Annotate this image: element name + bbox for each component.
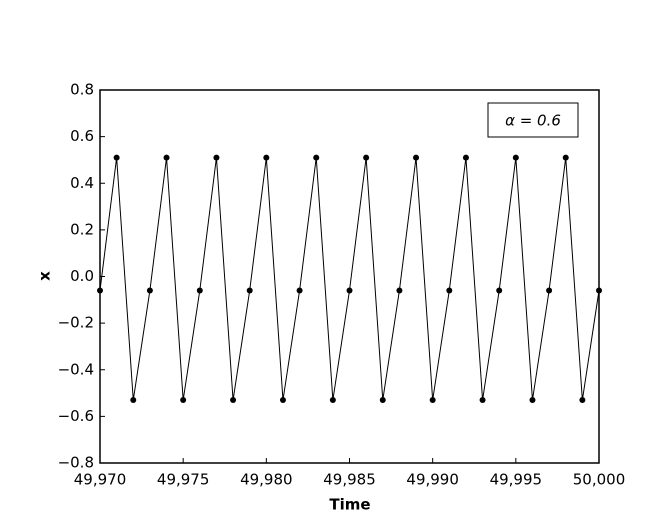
point: [213, 154, 220, 161]
point: [263, 154, 270, 161]
point: [196, 287, 203, 294]
y-tick-label: −0.4: [58, 360, 94, 378]
point: [163, 154, 170, 161]
x-axis-label: Time: [329, 496, 370, 514]
point: [512, 154, 519, 161]
point: [479, 397, 486, 404]
point: [279, 397, 286, 404]
x-tick-label: 49,970: [74, 471, 127, 489]
y-tick-label: −0.6: [58, 407, 94, 425]
annotation: α = 0.6: [505, 112, 561, 130]
point: [579, 397, 586, 404]
x-tick-label: 49,975: [157, 471, 210, 489]
point: [180, 397, 187, 404]
y-axis-label: x: [36, 271, 54, 281]
point: [113, 154, 120, 161]
y-tick-label: −0.8: [58, 454, 94, 472]
point: [462, 154, 469, 161]
point: [313, 154, 320, 161]
point: [379, 397, 386, 404]
y-tick-label: 0.4: [70, 174, 94, 192]
point: [346, 287, 353, 294]
point: [596, 287, 602, 294]
y-tick-label: −0.2: [58, 314, 94, 332]
point: [429, 397, 436, 404]
x-tick-label: 49,995: [490, 471, 543, 489]
point: [230, 397, 237, 404]
y-tick-label: 0.6: [70, 127, 94, 145]
point: [546, 287, 553, 294]
point: [413, 154, 420, 161]
point: [562, 154, 569, 161]
series-line: [99, 157, 600, 401]
y-tick-label: 0.2: [70, 220, 94, 238]
y-tick-label: 0.0: [70, 267, 94, 285]
point: [496, 287, 503, 294]
y-tick-label: 0.8: [70, 81, 94, 99]
x-tick-label: 49,990: [406, 471, 459, 489]
annotation-box: [487, 102, 579, 138]
point: [146, 287, 153, 294]
point: [529, 397, 536, 404]
point: [446, 287, 453, 294]
point: [246, 287, 253, 294]
x-tick-label: 49,985: [323, 471, 376, 489]
point: [363, 154, 370, 161]
x-tick-label: 50,000: [573, 471, 626, 489]
point: [396, 287, 403, 294]
point: [296, 287, 303, 294]
point: [130, 397, 137, 404]
point: [329, 397, 336, 404]
point: [97, 287, 103, 294]
x-tick-label: 49,980: [240, 471, 293, 489]
